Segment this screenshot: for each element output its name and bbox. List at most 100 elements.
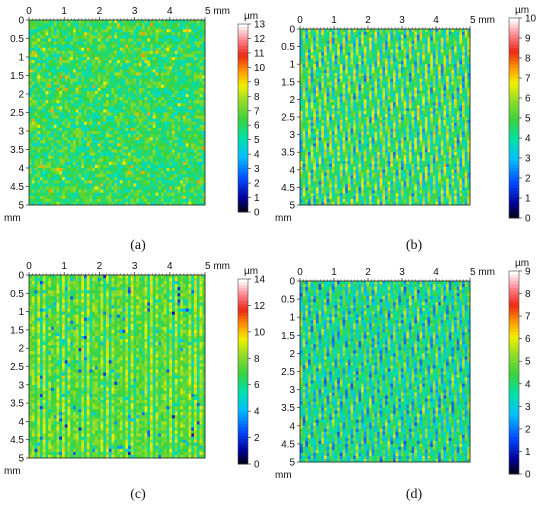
y-tick-label: 2.5 bbox=[10, 362, 24, 373]
colorbar-tick-label: 6 bbox=[525, 94, 531, 105]
x-tick-label: 0 bbox=[297, 267, 303, 278]
y-tick-label: 2 bbox=[289, 95, 295, 106]
y-tick-label: 4.5 bbox=[10, 182, 24, 193]
y-tick-label: 0.5 bbox=[10, 289, 24, 300]
x-tick-label: 4 bbox=[433, 15, 439, 26]
colorbar-tick-label: 8 bbox=[525, 289, 531, 300]
y-tick-label: 5 bbox=[18, 201, 24, 212]
colorbar-tick-label: 10 bbox=[525, 14, 537, 25]
colorbar-tick-label: 5 bbox=[254, 135, 260, 146]
colorbar-unit-label: µm bbox=[515, 5, 529, 16]
y-tick-label: 2.5 bbox=[10, 108, 24, 119]
y-tick-label: 0.5 bbox=[281, 295, 295, 306]
y-tick-label: 1 bbox=[18, 307, 24, 318]
y-tick-label: 2 bbox=[18, 90, 24, 101]
panel-caption: (c) bbox=[130, 487, 146, 502]
colorbar-tick-label: 12 bbox=[254, 34, 266, 45]
y-tick-label: 3 bbox=[289, 385, 295, 396]
colorbar-tick-label: 2 bbox=[254, 433, 260, 444]
y-tick-label: 1.5 bbox=[281, 331, 295, 342]
y-tick-label: 1.5 bbox=[281, 77, 295, 88]
x-tick-label: 1 bbox=[61, 261, 67, 272]
colorbar-tick-label: 3 bbox=[525, 154, 531, 165]
heatmap-surface bbox=[300, 29, 471, 206]
colorbar-unit-label: µm bbox=[244, 11, 258, 22]
x-tick-label: 4 bbox=[167, 6, 173, 17]
colorbar-frame bbox=[237, 23, 249, 213]
panel-caption: (b) bbox=[406, 238, 423, 253]
x-tick-label: 3 bbox=[132, 261, 138, 272]
colorbar-tick-label: 5 bbox=[525, 357, 531, 368]
colorbar: µm 0 1 2 3 4 5 6 7 8 9 10 bbox=[508, 5, 537, 225]
panel-caption: (d) bbox=[406, 487, 423, 502]
heatmap-surface bbox=[29, 275, 206, 459]
y-unit-label: mm bbox=[4, 213, 21, 224]
panel-caption: (a) bbox=[130, 238, 146, 253]
x-tick-label: 3 bbox=[132, 6, 138, 17]
colorbar-tick-label: 0 bbox=[254, 208, 260, 219]
colorbar-tick-label: 7 bbox=[525, 74, 531, 85]
y-tick-label: 3 bbox=[289, 130, 295, 141]
heatmap-surface bbox=[300, 281, 471, 463]
x-tick-label: 3 bbox=[399, 267, 405, 278]
y-tick-label: 0 bbox=[18, 271, 24, 282]
y-tick-label: 4 bbox=[18, 164, 24, 175]
x-tick-label: 1 bbox=[61, 6, 67, 17]
y-tick-label: 3.5 bbox=[10, 145, 24, 156]
y-unit-label: mm bbox=[275, 470, 292, 481]
x-tick-label: 3 bbox=[399, 15, 405, 26]
colorbar-frame bbox=[237, 278, 249, 465]
x-tick-label: 1 bbox=[331, 267, 337, 278]
y-tick-label: 2 bbox=[289, 349, 295, 360]
y-tick-label: 2 bbox=[18, 344, 24, 355]
colorbar-tick-label: 6 bbox=[254, 121, 260, 132]
y-tick-label: 0 bbox=[289, 25, 295, 36]
y-tick-label: 1 bbox=[289, 313, 295, 324]
y-tick-label: 2.5 bbox=[281, 113, 295, 124]
colorbar-tick-label: 3 bbox=[525, 402, 531, 413]
colorbar-tick-label: 11 bbox=[254, 48, 265, 59]
colorbar-frame bbox=[508, 270, 520, 475]
x-tick-label: 0 bbox=[297, 15, 303, 26]
y-tick-label: 0.5 bbox=[10, 34, 24, 45]
y-tick-label: 1 bbox=[289, 60, 295, 71]
y-tick-label: 2.5 bbox=[281, 367, 295, 378]
colorbar-tick-label: 10 bbox=[254, 63, 266, 74]
x-tick-label: 4 bbox=[433, 267, 439, 278]
colorbar-tick-label: 2 bbox=[525, 424, 531, 435]
y-unit-label: mm bbox=[275, 213, 292, 224]
y-tick-label: 5 bbox=[289, 201, 295, 212]
x-tick-label: 2 bbox=[365, 267, 371, 278]
colorbar-unit-label: µm bbox=[244, 266, 258, 277]
colorbar-tick-label: 3 bbox=[254, 164, 260, 175]
colorbar-tick-label: 1 bbox=[525, 447, 531, 458]
x-tick-label: 5 mm bbox=[470, 15, 495, 26]
colorbar-tick-label: 10 bbox=[254, 327, 266, 338]
y-tick-label: 0 bbox=[289, 277, 295, 288]
y-tick-label: 4 bbox=[289, 165, 295, 176]
colorbar: µm 0 1 2 3 4 5 6 7 8 9 bbox=[508, 258, 531, 481]
x-tick-label: 2 bbox=[97, 6, 103, 17]
colorbar-tick-label: 9 bbox=[525, 34, 531, 45]
y-tick-label: 4 bbox=[289, 421, 295, 432]
y-tick-label: 5 bbox=[18, 454, 24, 465]
colorbar-tick-label: 2 bbox=[525, 174, 531, 185]
colorbar-tick-label: 9 bbox=[254, 77, 260, 88]
colorbar-tick-label: 8 bbox=[525, 54, 531, 65]
colorbar-tick-label: 0 bbox=[525, 470, 531, 481]
heatmap-surface bbox=[29, 20, 206, 206]
colorbar-tick-label: 8 bbox=[254, 92, 260, 103]
colorbar: µm 0 2 4 6 8 10 12 14 bbox=[237, 266, 266, 471]
y-tick-label: 5 bbox=[289, 458, 295, 469]
colorbar-tick-label: 2 bbox=[254, 179, 260, 190]
colorbar-tick-label: 9 bbox=[525, 267, 531, 278]
colorbar-tick-label: 12 bbox=[254, 301, 266, 312]
colorbar-tick-label: 0 bbox=[254, 460, 260, 471]
x-tick-label: 0 bbox=[26, 6, 32, 17]
y-tick-label: 0 bbox=[18, 16, 24, 27]
colorbar-tick-label: 8 bbox=[254, 354, 260, 365]
